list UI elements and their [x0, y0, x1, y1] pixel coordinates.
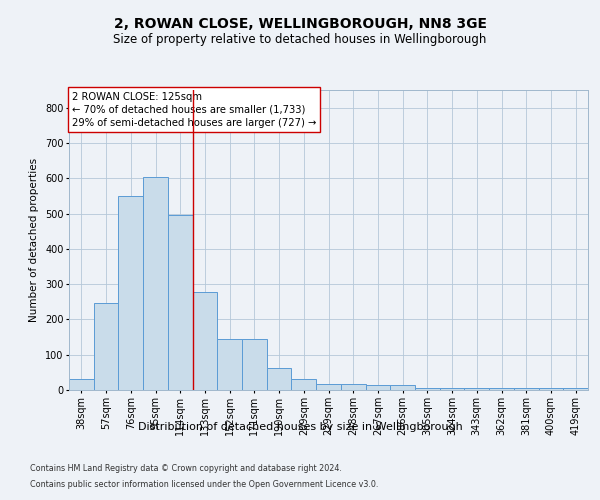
Bar [69, 378, 94, 390]
Bar [316, 384, 341, 390]
Bar [217, 339, 242, 390]
Bar [464, 388, 489, 390]
Bar [341, 384, 365, 390]
Bar [415, 388, 440, 390]
Bar [242, 339, 267, 390]
Bar [143, 177, 168, 390]
Bar [168, 215, 193, 390]
Text: 2, ROWAN CLOSE, WELLINGBOROUGH, NN8 3GE: 2, ROWAN CLOSE, WELLINGBOROUGH, NN8 3GE [113, 18, 487, 32]
Bar [292, 380, 316, 390]
Bar [193, 292, 217, 390]
Bar [514, 388, 539, 390]
Bar [539, 388, 563, 390]
Text: Size of property relative to detached houses in Wellingborough: Size of property relative to detached ho… [113, 32, 487, 46]
Bar [365, 386, 390, 390]
Text: Distribution of detached houses by size in Wellingborough: Distribution of detached houses by size … [137, 422, 463, 432]
Bar [489, 388, 514, 390]
Bar [118, 196, 143, 390]
Bar [390, 386, 415, 390]
Bar [94, 303, 118, 390]
Bar [267, 368, 292, 390]
Bar [563, 388, 588, 390]
Y-axis label: Number of detached properties: Number of detached properties [29, 158, 40, 322]
Bar [440, 388, 464, 390]
Text: 2 ROWAN CLOSE: 125sqm
← 70% of detached houses are smaller (1,733)
29% of semi-d: 2 ROWAN CLOSE: 125sqm ← 70% of detached … [71, 92, 316, 128]
Text: Contains HM Land Registry data © Crown copyright and database right 2024.: Contains HM Land Registry data © Crown c… [30, 464, 342, 473]
Text: Contains public sector information licensed under the Open Government Licence v3: Contains public sector information licen… [30, 480, 379, 489]
